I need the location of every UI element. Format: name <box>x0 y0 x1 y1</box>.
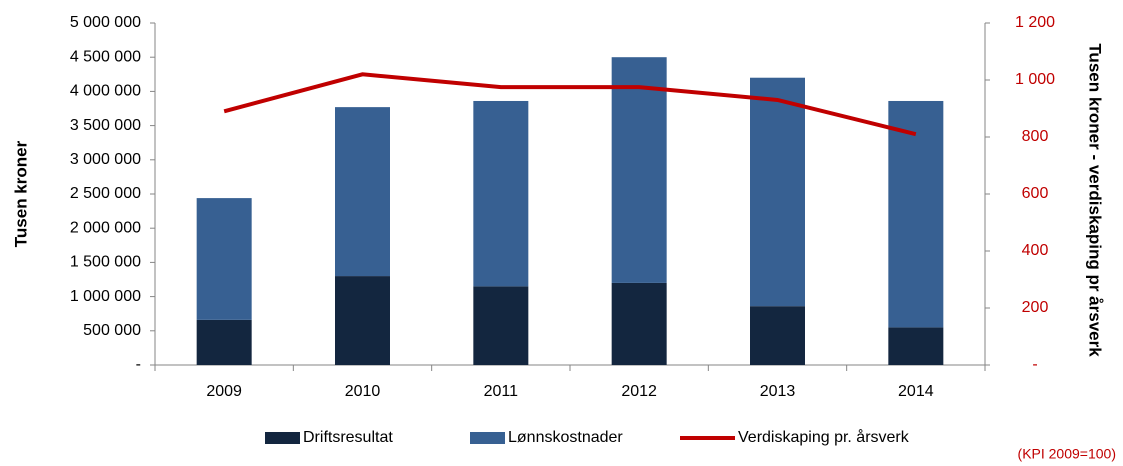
y2-tick-label: - <box>1032 356 1037 373</box>
y-tick-label: 4 000 000 <box>70 83 141 100</box>
bar <box>888 327 944 365</box>
bar <box>473 100 529 287</box>
y-tick-label: 500 000 <box>83 322 141 339</box>
y-tick-label: 2 000 000 <box>70 219 141 236</box>
legend-label: Verdiskaping pr. årsverk <box>738 428 910 446</box>
x-tick-label: 2012 <box>621 383 657 400</box>
x-tick-label: 2013 <box>760 383 796 400</box>
bar <box>750 306 805 365</box>
y-tick-label: 1 000 000 <box>70 288 141 305</box>
x-tick-label: 2014 <box>898 383 934 400</box>
y-tick-label: 1 500 000 <box>70 254 141 271</box>
y-tick-label: 5 000 000 <box>70 14 141 31</box>
legend-swatch <box>265 432 300 444</box>
y2-tick-label: 1 200 <box>1015 14 1055 31</box>
legend-label: Driftsresultat <box>303 429 393 446</box>
bar <box>750 77 805 307</box>
y-tick-label: 2 500 000 <box>70 185 141 202</box>
y-axis-title: Tusen kroner <box>11 140 30 247</box>
x-tick-label: 2011 <box>484 383 519 400</box>
legend-label: Lønnskostnader <box>508 429 623 446</box>
annotation: (KPI 2009=100) <box>1018 446 1116 462</box>
bar <box>611 282 667 365</box>
y2-axis-title: Tusen kroner - verdiskaping pr årsverk <box>1086 43 1105 357</box>
bar <box>888 100 944 328</box>
y-tick-label: 3 500 000 <box>70 117 141 134</box>
bar <box>196 198 252 320</box>
x-tick-label: 2010 <box>345 383 381 400</box>
bar <box>335 276 390 365</box>
y-tick-label: - <box>136 356 141 373</box>
y2-tick-label: 400 <box>1022 242 1049 259</box>
y2-tick-label: 1 000 <box>1015 71 1055 88</box>
y-tick-label: 3 000 000 <box>70 151 141 168</box>
bar <box>473 286 529 365</box>
y2-tick-label: 600 <box>1022 185 1049 202</box>
y-tick-label: 4 500 000 <box>70 48 141 65</box>
line <box>223 72 917 137</box>
bar <box>196 319 252 365</box>
y2-tick-label: 800 <box>1022 128 1049 145</box>
bar <box>335 107 390 277</box>
y2-tick-label: 200 <box>1022 299 1049 316</box>
legend-swatch <box>470 432 505 444</box>
bar <box>611 57 667 283</box>
x-tick-label: 2009 <box>206 383 242 400</box>
